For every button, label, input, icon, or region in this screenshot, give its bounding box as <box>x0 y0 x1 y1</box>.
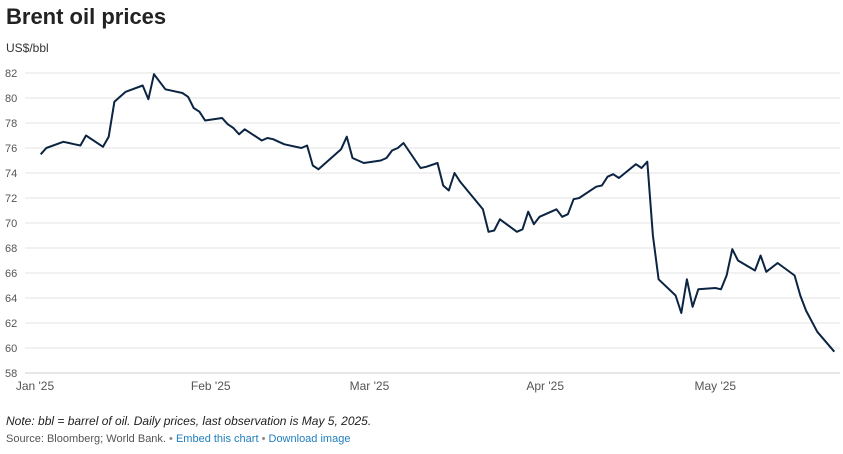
series-group <box>39 73 836 353</box>
download-image-link[interactable]: Download image <box>268 433 351 445</box>
y-axis-unit-label: US$/bbl <box>6 41 49 55</box>
y-tick-label: 66 <box>5 268 17 280</box>
y-tick-label: 60 <box>5 343 17 355</box>
gridlines <box>25 72 840 374</box>
embed-chart-link[interactable]: Embed this chart <box>175 433 259 445</box>
y-axis-ticks: 58 60 62 64 66 68 70 72 74 76 78 80 82 <box>5 68 17 380</box>
separator: • <box>169 433 173 445</box>
x-axis-ticks: Jan '25 Feb '25 Mar '25 Apr '25 May '25 <box>16 379 737 393</box>
y-tick-label: 80 <box>5 93 17 105</box>
chart-note: Note: bbl = barrel of oil. Daily prices,… <box>6 414 372 428</box>
y-tick-label: 76 <box>5 143 17 155</box>
y-tick-label: 82 <box>5 68 17 80</box>
y-tick-label: 58 <box>5 368 17 380</box>
y-tick-label: 70 <box>5 218 17 230</box>
x-tick-label: May '25 <box>694 379 736 393</box>
line-chart: 58 60 62 64 66 68 70 72 74 76 78 80 82 Jan '25 Feb '2… <box>5 68 840 393</box>
chart-source: Source: Bloomberg; World Bank. • Embed t… <box>6 433 350 445</box>
y-tick-label: 68 <box>5 243 17 255</box>
chart-title: Brent oil prices <box>6 4 167 29</box>
y-tick-label: 72 <box>5 193 17 205</box>
y-tick-label: 78 <box>5 118 17 130</box>
y-tick-label: 74 <box>5 168 17 180</box>
y-tick-label: 62 <box>5 318 17 330</box>
y-tick-label: 64 <box>5 293 17 305</box>
x-tick-label: Jan '25 <box>16 379 55 393</box>
separator: • <box>261 433 266 445</box>
x-tick-label: Feb '25 <box>191 379 231 393</box>
series-line-brent <box>39 73 836 353</box>
source-text: Source: Bloomberg; World Bank. <box>6 433 166 445</box>
x-tick-label: Apr '25 <box>526 379 564 393</box>
x-tick-label: Mar '25 <box>350 379 390 393</box>
